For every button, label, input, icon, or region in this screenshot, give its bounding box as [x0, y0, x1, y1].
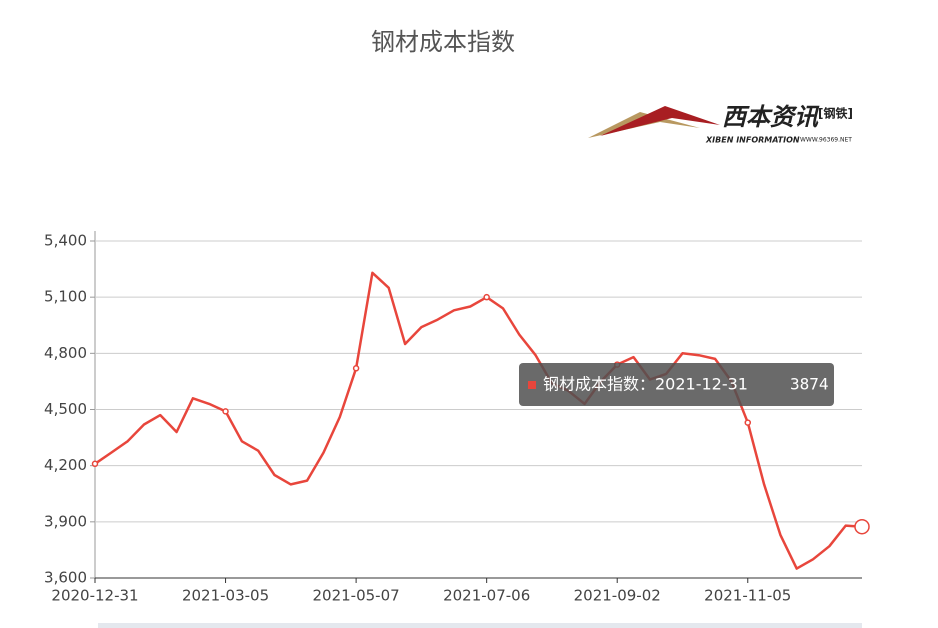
x-tick-label: 2021-05-07 — [313, 587, 400, 605]
chart-title: 钢材成本指数 — [371, 28, 515, 56]
x-tick-label: 2020-12-31 — [51, 587, 138, 605]
x-tick-label: 2021-09-02 — [574, 587, 661, 605]
tooltip: 钢材成本指数：2021-12-31 3874 — [519, 363, 834, 406]
y-tick-label: 5,100 — [44, 288, 87, 306]
tooltip-box — [519, 363, 834, 406]
y-tick-label: 3,600 — [44, 569, 87, 587]
x-tick-label: 2021-07-06 — [443, 587, 530, 605]
logo-tag: [钢铁] — [818, 106, 853, 121]
logo-shape — [600, 106, 720, 136]
y-tick-label: 4,800 — [44, 344, 87, 362]
x-tick-label: 2021-03-05 — [182, 587, 269, 605]
logo-name: 西本资讯 — [722, 103, 820, 131]
point-marker — [483, 293, 490, 301]
y-tick-label: 5,400 — [44, 232, 87, 250]
tooltip-label: 钢材成本指数：2021-12-31 — [543, 375, 748, 394]
x-tick-label: 2021-11-05 — [704, 587, 791, 605]
point-marker — [854, 518, 870, 535]
logo-english: XIBEN INFORMATION — [705, 136, 800, 145]
tooltip-value: 3874 — [790, 375, 829, 394]
tooltip-swatch — [528, 381, 536, 389]
y-tick-label: 4,500 — [44, 400, 87, 418]
plot: 3,600 3,900 4,200 4,500 4,800 5,100 5,400 2020-… — [44, 231, 870, 605]
logo: 西本资讯 [钢铁] XIBEN INFORMATION WWW.96369.NE… — [588, 103, 853, 145]
logo-url: WWW.96369.NET — [800, 137, 852, 144]
scroll-strip — [98, 623, 862, 628]
y-tick-label: 3,900 — [44, 512, 87, 530]
point-marker — [91, 460, 99, 468]
point-marker — [352, 365, 360, 372]
y-tick-label: 4,200 — [44, 456, 87, 474]
point-marker — [744, 419, 752, 426]
point-marker — [222, 408, 229, 415]
